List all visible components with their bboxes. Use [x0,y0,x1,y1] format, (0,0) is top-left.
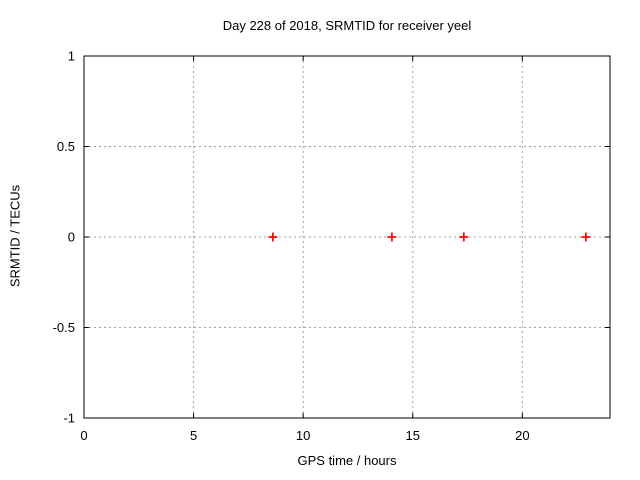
y-axis-label: SRMTID / TECUs [7,184,23,288]
x-axis-label: GPS time / hours [297,453,397,468]
y-tick-label: 1 [68,49,75,64]
x-tick-label: 15 [406,428,420,443]
y-tick-label: -0.5 [53,320,75,335]
x-tick-label: 20 [515,428,529,443]
plot-border [83,55,611,419]
y-tick-label: -1 [63,411,75,426]
chart-title: Day 228 of 2018, SRMTID for receiver yee… [222,18,472,33]
x-tick-label: 0 [80,428,87,443]
x-tick-label: 5 [190,428,197,443]
y-tick-label: 0.5 [57,139,75,154]
y-tick-label: 0 [68,230,75,245]
x-tick-label: 10 [296,428,310,443]
